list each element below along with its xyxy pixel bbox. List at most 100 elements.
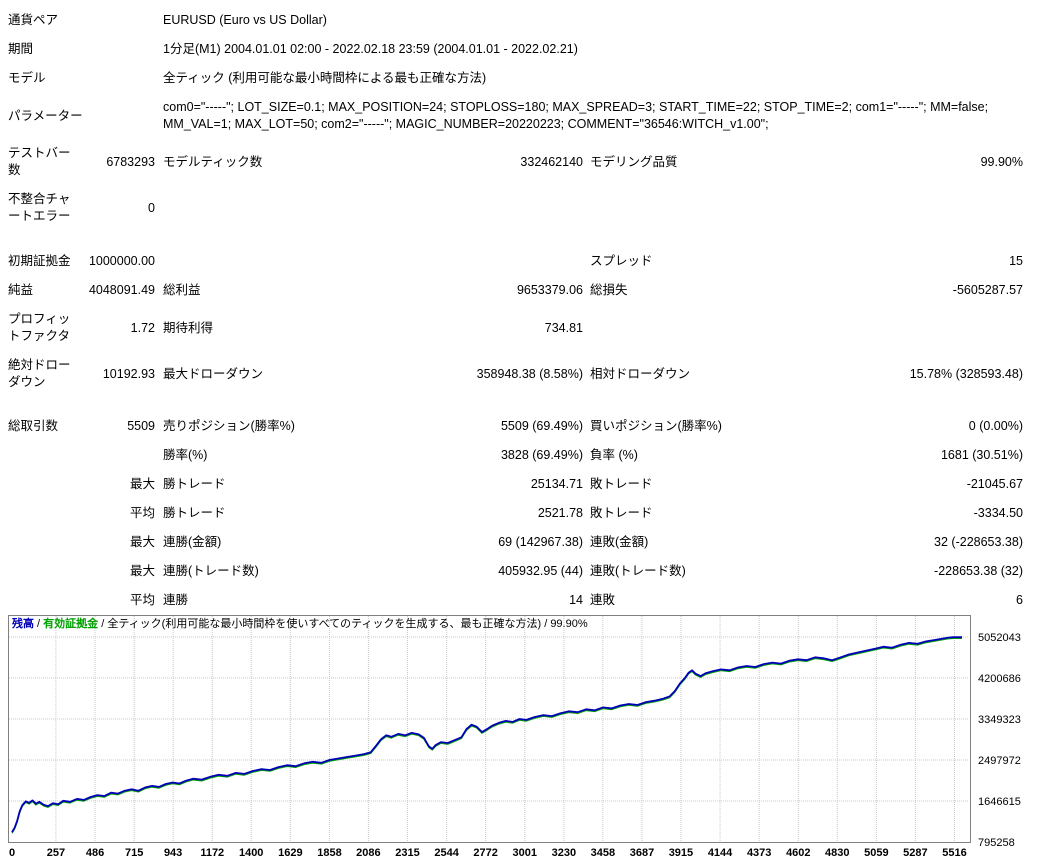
svg-text:0: 0 — [9, 847, 15, 859]
svg-text:2544: 2544 — [434, 847, 459, 859]
svg-text:3349323: 3349323 — [978, 714, 1021, 726]
mismatch-errors-value: 0 — [148, 200, 155, 215]
svg-text:1400: 1400 — [239, 847, 263, 859]
net-profit-value: 4048091.49 — [88, 283, 155, 297]
svg-text:2497972: 2497972 — [978, 755, 1021, 767]
bars-label: テストバー数 — [8, 146, 71, 177]
model-value: 全ティック (利用可能な最小時間枠による最も正確な方法) — [163, 71, 487, 85]
largest-loss-label: 敗トレード — [590, 477, 653, 491]
average-prefix-label: 平均 — [129, 506, 155, 520]
net-profit-label: 純益 — [8, 283, 34, 297]
svg-text:2315: 2315 — [395, 847, 419, 859]
svg-text:3230: 3230 — [552, 847, 576, 859]
model-label: モデル — [8, 71, 46, 85]
win-rate-value: 3828 (69.49%) — [500, 448, 583, 462]
avg-consecutive-wins-value: 14 — [569, 593, 583, 607]
expected-payoff-label: 期待利得 — [163, 320, 214, 335]
spread-value: 15 — [1009, 254, 1023, 268]
average-prefix-label: 平均 — [129, 593, 155, 607]
row-currency-pair: 通貨ペア EURUSD (Euro vs US Dollar) — [8, 6, 1023, 35]
mismatch-errors-label: 不整合チャートエラー — [8, 192, 71, 223]
svg-text:4200686: 4200686 — [978, 673, 1021, 685]
legend-quality-value: 99.90% — [550, 618, 588, 630]
maximal-drawdown-value: 358948.38 (8.58%) — [476, 366, 583, 381]
row-mismatch-errors: 不整合チャートエラー 0 — [8, 185, 1023, 231]
parameters-label: パラメーター — [8, 108, 83, 123]
legend-separator: / — [98, 618, 108, 630]
model-ticks-value: 332462140 — [520, 154, 583, 169]
currency-pair-value: EURUSD (Euro vs US Dollar) — [163, 13, 327, 27]
row-initial-deposit: 初期証拠金 1000000.00 スプレッド 15 — [8, 247, 1023, 276]
parameters-value: com0="-----"; LOT_SIZE=0.1; MAX_POSITION… — [163, 100, 989, 131]
legend-separator: / — [34, 618, 44, 630]
svg-text:4144: 4144 — [708, 847, 733, 859]
row-consecutive-count: 最大 連勝(トレード数) 405932.95 (44) 連敗(トレード数) -2… — [8, 557, 1023, 586]
row-consecutive-money: 最大 連勝(金額) 69 (142967.38) 連敗(金額) 32 (-228… — [8, 528, 1023, 557]
row-parameters: パラメーター com0="-----"; LOT_SIZE=0.1; MAX_P… — [8, 93, 1023, 139]
row-average-consecutive: 平均 連勝 14 連敗 6 — [8, 586, 1023, 615]
initial-deposit-label: 初期証拠金 — [8, 254, 71, 268]
svg-text:795258: 795258 — [978, 837, 1015, 849]
svg-text:715: 715 — [125, 847, 143, 859]
maximal-drawdown-label: 最大ドローダウン — [163, 366, 264, 381]
svg-text:3915: 3915 — [669, 847, 693, 859]
total-trades-value: 5509 — [127, 419, 155, 433]
consecutive-wins-count-label: 連勝(トレード数) — [163, 564, 259, 578]
largest-prefix-label: 最大 — [129, 477, 155, 491]
total-trades-label: 総取引数 — [8, 419, 59, 433]
avg-consecutive-wins-label: 連勝 — [163, 593, 189, 607]
legend-equity-label: 有効証拠金 — [43, 618, 99, 630]
relative-drawdown-value: 15.78% (328593.48) — [909, 366, 1023, 381]
expected-payoff-value: 734.81 — [544, 320, 583, 335]
legend-balance-label: 残高 — [12, 618, 34, 630]
largest-win-value: 25134.71 — [530, 477, 583, 491]
svg-text:5052043: 5052043 — [978, 632, 1021, 644]
max-prefix-label: 最大 — [129, 564, 155, 578]
long-positions-value: 0 (0.00%) — [968, 419, 1023, 433]
absolute-drawdown-value: 10192.93 — [102, 366, 155, 381]
row-period: 期間 1分足(M1) 2004.01.01 02:00 - 2022.02.18… — [8, 35, 1023, 64]
consecutive-wins-money-label: 連勝(金額) — [163, 535, 222, 549]
svg-text:3687: 3687 — [630, 847, 654, 859]
win-rate-label: 勝率(%) — [163, 448, 208, 462]
avg-consecutive-losses-label: 連敗 — [590, 593, 616, 607]
spread-label: スプレッド — [590, 254, 653, 268]
consecutive-wins-money-value: 69 (142967.38) — [498, 535, 583, 549]
row-net-profit: 純益 4048091.49 総利益 9653379.06 総損失 -560528… — [8, 276, 1023, 305]
long-positions-label: 買いポジション(勝率%) — [590, 419, 722, 433]
svg-text:1629: 1629 — [278, 847, 302, 859]
svg-text:4830: 4830 — [825, 847, 849, 859]
legend-model-text: 全ティック(利用可能な最小時間枠を使いすべてのティックを生成する、最も正確な方法… — [107, 618, 542, 630]
gross-profit-label: 総利益 — [163, 283, 201, 297]
absolute-drawdown-label: 絶対ドローダウン — [8, 358, 71, 389]
largest-loss-value: -21045.67 — [966, 477, 1023, 491]
modelling-quality-value: 99.90% — [980, 154, 1023, 169]
max-prefix-label: 最大 — [129, 535, 155, 549]
report-table: 通貨ペア EURUSD (Euro vs US Dollar) 期間 1分足(M… — [0, 6, 1037, 615]
svg-text:2772: 2772 — [473, 847, 497, 859]
model-ticks-label: モデルティック数 — [163, 154, 263, 169]
profit-factor-value: 1.72 — [130, 320, 155, 335]
balance-chart-section: 0 257 486 715 943 1172 1400 1629 1858 2086 2315 254… — [0, 615, 1037, 865]
row-model: モデル 全ティック (利用可能な最小時間枠による最も正確な方法) — [8, 64, 1023, 93]
average-loss-label: 敗トレード — [590, 506, 653, 520]
consecutive-losses-count-value: -228653.38 (32) — [934, 564, 1023, 578]
svg-text:5287: 5287 — [903, 847, 927, 859]
currency-pair-label: 通貨ペア — [8, 13, 59, 27]
row-average-trades: 平均 勝トレード 2521.78 敗トレード -3334.50 — [8, 499, 1023, 528]
chart-legend: 残高 / 有効証拠金 / 全ティック(利用可能な最小時間枠を使いすべてのティック… — [12, 618, 588, 631]
svg-text:3458: 3458 — [591, 847, 615, 859]
bars-value: 6783293 — [106, 154, 155, 169]
avg-consecutive-losses-value: 6 — [1016, 593, 1023, 607]
svg-text:4602: 4602 — [786, 847, 810, 859]
loss-rate-value: 1681 (30.51%) — [940, 448, 1023, 462]
row-profit-factor: プロフィットファクタ 1.72 期待利得 734.81 — [8, 305, 1023, 351]
svg-text:486: 486 — [86, 847, 104, 859]
svg-text:2086: 2086 — [356, 847, 380, 859]
profit-factor-label: プロフィットファクタ — [8, 312, 71, 343]
modelling-quality-label: モデリング品質 — [590, 154, 678, 169]
svg-text:3001: 3001 — [513, 847, 537, 859]
legend-separator: / — [541, 618, 551, 630]
loss-rate-label: 負率 (%) — [590, 448, 638, 462]
svg-text:1646615: 1646615 — [978, 796, 1021, 808]
